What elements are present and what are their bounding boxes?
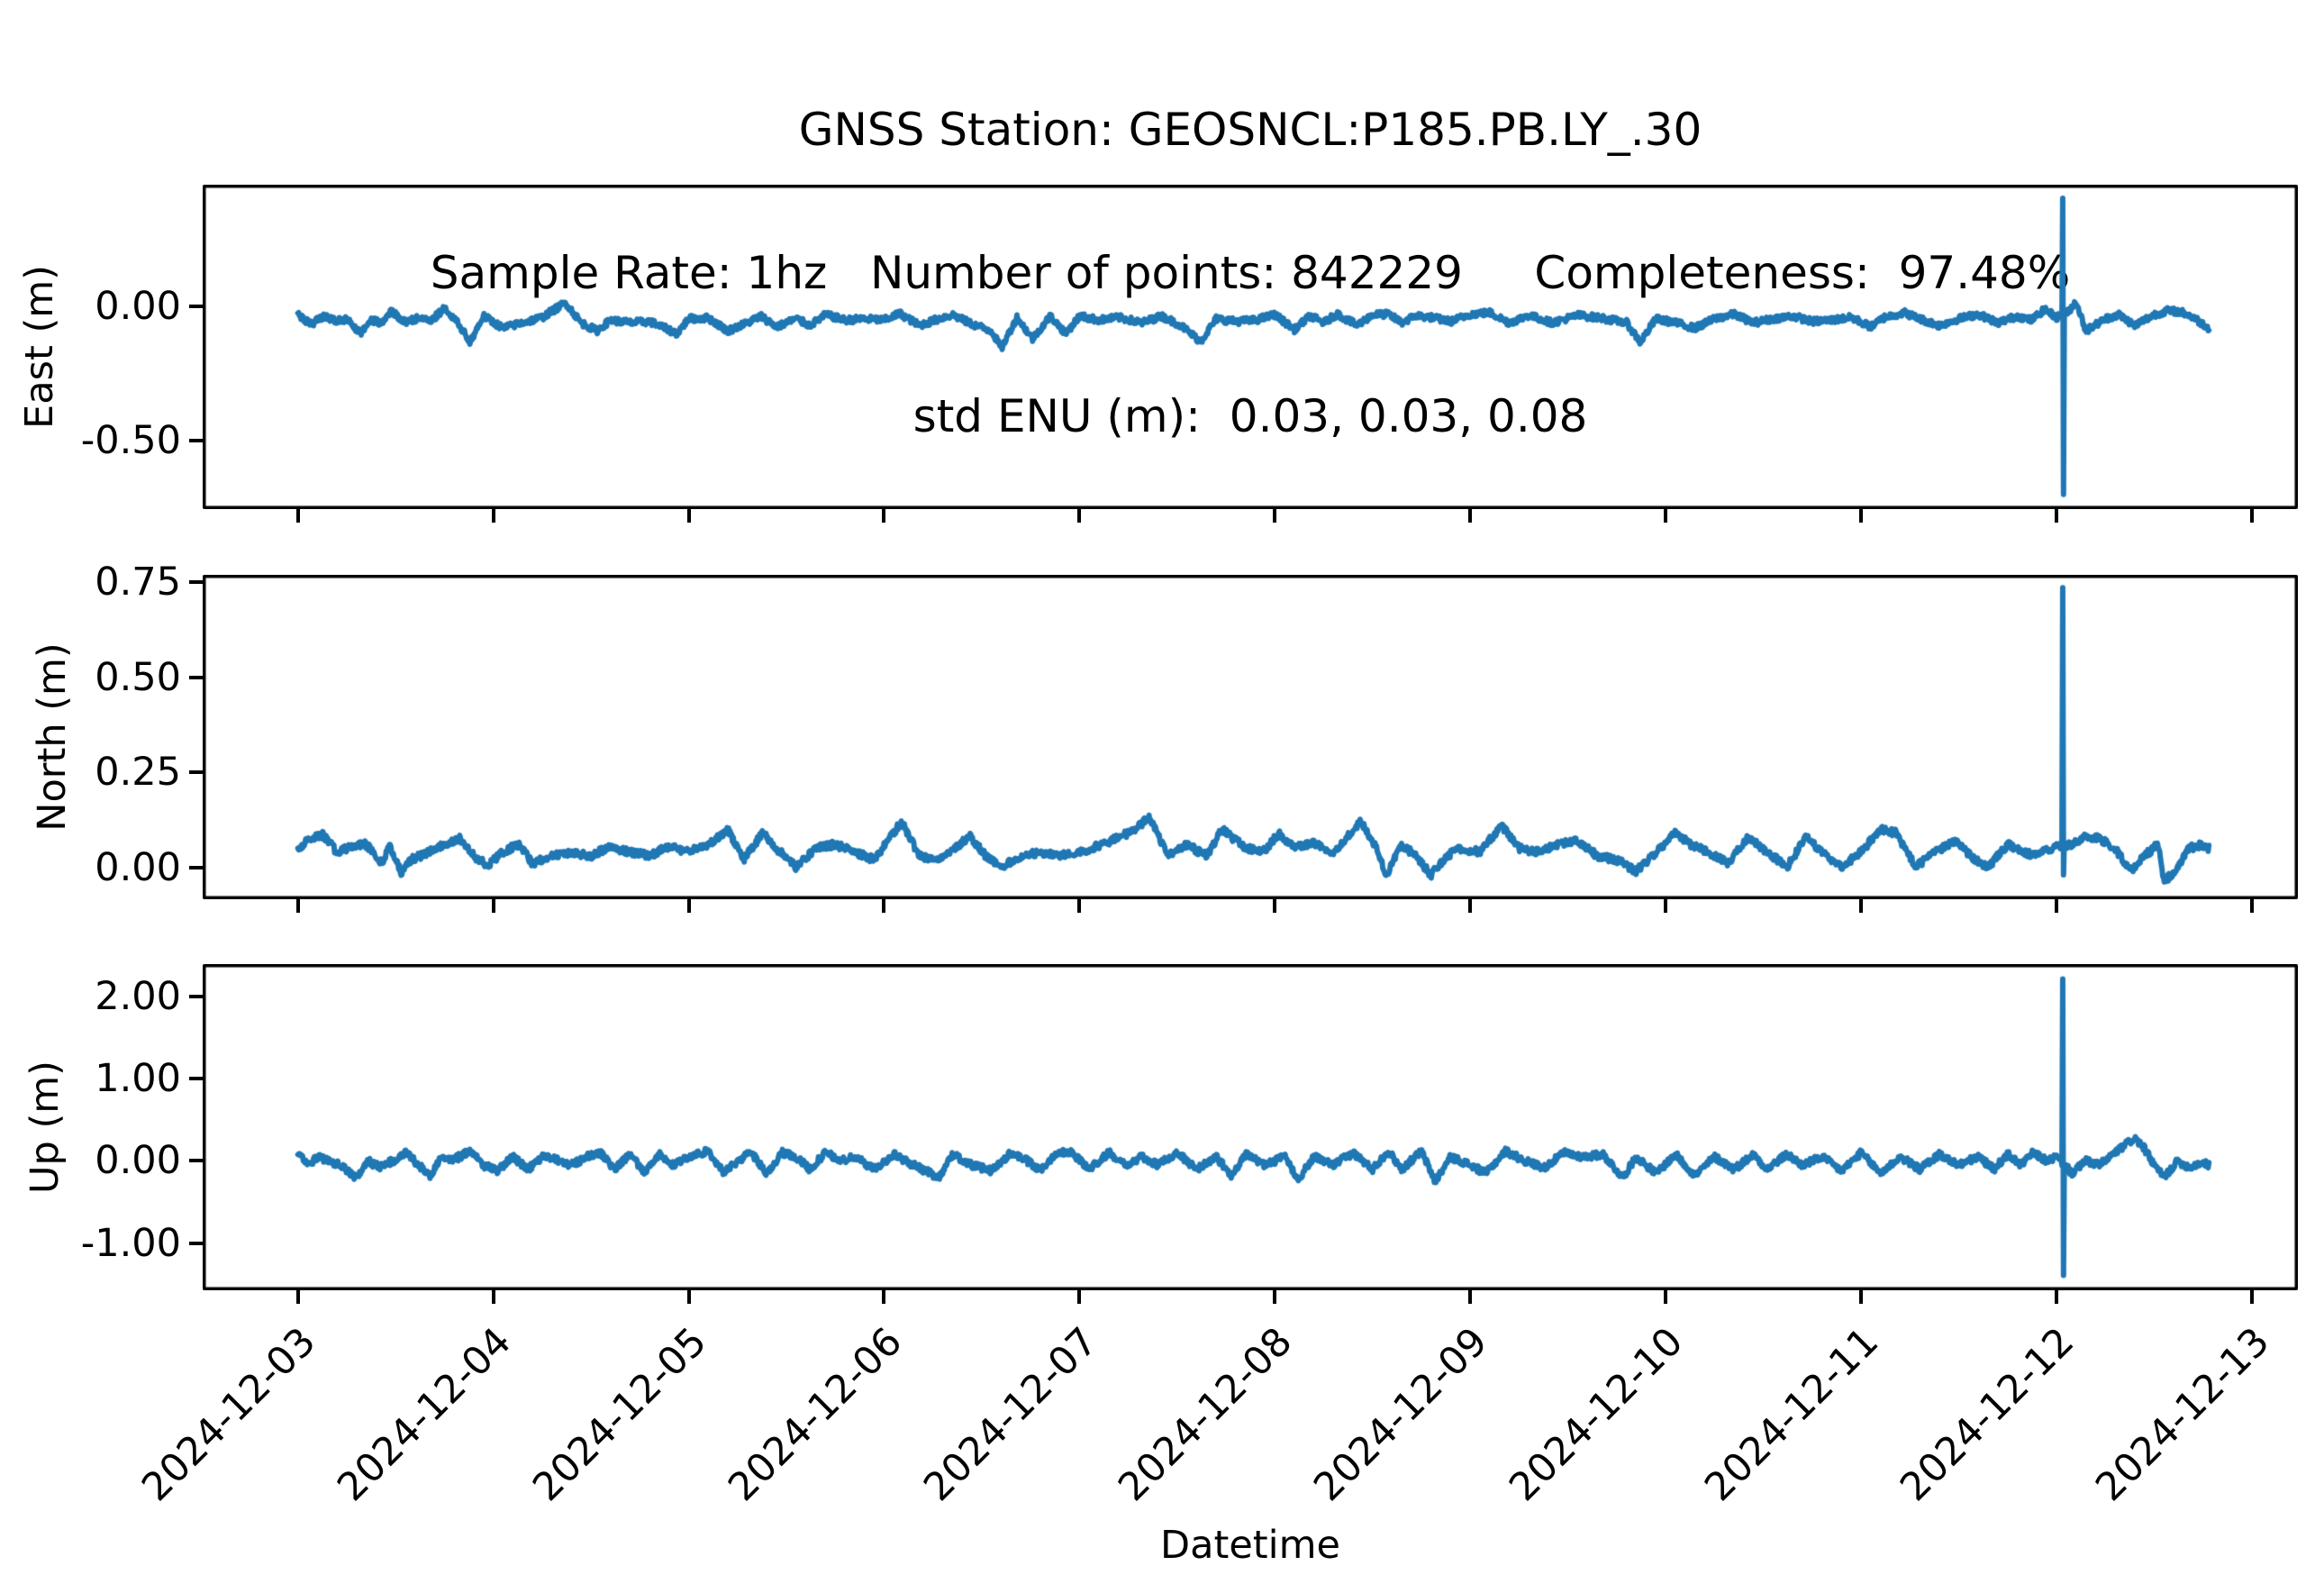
x-tick-label: 2024-12-05 (523, 1319, 715, 1511)
x-tick-mark (1468, 899, 1473, 913)
x-tick-mark (2055, 509, 2059, 523)
y-tick-mark (189, 580, 203, 585)
x-tick-mark (1664, 1290, 1668, 1304)
y-tick-mark (189, 305, 203, 309)
x-tick-label: 2024-12-10 (1501, 1319, 1693, 1511)
x-tick-label: 2024-12-04 (328, 1319, 520, 1511)
y-tick-label: 0.00 (95, 1138, 181, 1184)
north-line-canvas (203, 575, 2298, 899)
x-tick-mark (686, 509, 691, 523)
x-tick-mark (1273, 1290, 1277, 1304)
up-y-axis-label: Up (m) (23, 1061, 68, 1194)
x-tick-label: 2024-12-08 (1110, 1319, 1302, 1511)
x-tick-mark (1273, 509, 1277, 523)
x-tick-mark (1273, 899, 1277, 913)
x-tick-mark (295, 1290, 300, 1304)
x-tick-label: 2024-12-13 (2087, 1319, 2279, 1511)
x-tick-label: 2024-12-09 (1305, 1319, 1497, 1511)
up-subplot: 2024-12-03 2024-12-04 2024-12-05 2024-12-06… (81, 964, 2298, 1510)
x-tick-mark (2249, 899, 2254, 913)
y-tick-mark (189, 865, 203, 869)
y-tick-label: -0.50 (80, 418, 181, 464)
x-tick-mark (882, 509, 886, 523)
x-tick-mark (1077, 1290, 1082, 1304)
y-tick-label: -1.00 (80, 1220, 181, 1266)
y-tick-label: 1.00 (95, 1056, 181, 1102)
x-tick-mark (1468, 509, 1473, 523)
y-tick-mark (189, 439, 203, 443)
north-subplot: 0.75 0.50 0.25 0.00 (95, 560, 2298, 913)
x-tick-mark (491, 899, 495, 913)
x-tick-label: 2024-12-11 (1696, 1319, 1888, 1511)
y-tick-mark (189, 1077, 203, 1081)
x-tick-mark (1077, 899, 1082, 913)
y-tick-mark (189, 1241, 203, 1245)
x-tick-mark (882, 1290, 886, 1304)
x-tick-mark (686, 899, 691, 913)
y-tick-label: 0.75 (95, 560, 181, 605)
y-tick-label: 2.00 (95, 973, 181, 1019)
east-y-axis-label: East (m) (17, 265, 62, 429)
x-tick-label: 2024-12-07 (914, 1319, 1106, 1511)
x-axis-label: Datetime (1160, 1523, 1340, 1568)
x-tick-mark (1664, 509, 1668, 523)
y-tick-mark (189, 770, 203, 775)
x-tick-mark (1859, 1290, 1864, 1304)
y-tick-label: 0.25 (95, 750, 181, 796)
y-tick-mark (189, 994, 203, 998)
y-tick-label: 0.00 (95, 284, 181, 330)
x-tick-mark (2249, 1290, 2254, 1304)
y-tick-label: 0.00 (95, 844, 181, 890)
x-tick-mark (686, 1290, 691, 1304)
x-tick-mark (1664, 899, 1668, 913)
x-tick-mark (1468, 1290, 1473, 1304)
x-tick-mark (882, 899, 886, 913)
x-tick-mark (295, 509, 300, 523)
x-tick-mark (2055, 1290, 2059, 1304)
x-tick-mark (1077, 509, 1082, 523)
x-tick-mark (1859, 899, 1864, 913)
x-tick-label: 2024-12-06 (719, 1319, 911, 1511)
x-tick-mark (491, 1290, 495, 1304)
x-tick-label: 2024-12-03 (133, 1319, 325, 1511)
x-tick-mark (1859, 509, 1864, 523)
north-y-axis-label: North (m) (30, 642, 75, 832)
y-tick-mark (189, 1159, 203, 1163)
x-tick-mark (2055, 899, 2059, 913)
east-line-canvas (203, 185, 2298, 509)
east-subplot: 0.00 -0.50 (81, 185, 2298, 523)
x-tick-mark (491, 509, 495, 523)
y-tick-mark (189, 675, 203, 679)
x-tick-mark (2249, 509, 2254, 523)
x-tick-mark (295, 899, 300, 913)
x-tick-label: 2024-12-12 (1892, 1319, 2083, 1511)
y-tick-label: 0.50 (95, 654, 181, 700)
title-line-station: GNSS Station: GEOSNCL:P185.PB.LY_.30 (798, 104, 1702, 156)
up-line-canvas (203, 964, 2298, 1290)
